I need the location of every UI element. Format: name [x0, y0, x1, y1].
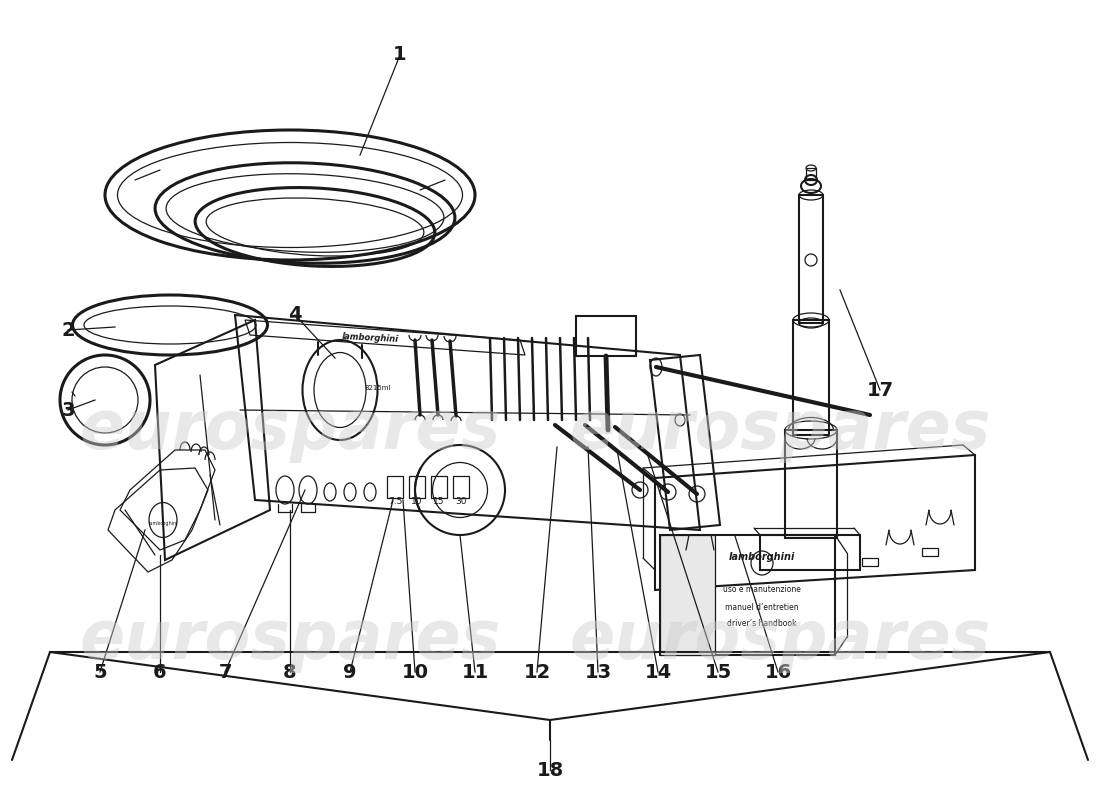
Bar — [387, 476, 403, 498]
Text: 18: 18 — [537, 761, 563, 779]
Text: manuel d’entretien: manuel d’entretien — [725, 602, 799, 611]
Text: lamborghini: lamborghini — [341, 332, 398, 344]
Text: lamborghini: lamborghini — [148, 521, 178, 526]
Text: 10: 10 — [411, 498, 422, 506]
Text: uso e manutenzione: uso e manutenzione — [723, 586, 801, 594]
Text: 8215ml: 8215ml — [365, 385, 392, 391]
Text: eurospares: eurospares — [570, 397, 991, 463]
Polygon shape — [660, 535, 715, 655]
Text: 4: 4 — [288, 306, 301, 325]
Bar — [799, 195, 823, 323]
Text: 11: 11 — [461, 662, 488, 682]
Bar — [576, 316, 636, 356]
Text: 10: 10 — [402, 662, 429, 682]
Text: 6: 6 — [153, 662, 167, 682]
Text: 9: 9 — [343, 662, 356, 682]
Bar — [760, 535, 860, 570]
Text: 5: 5 — [94, 662, 107, 682]
Bar — [453, 476, 469, 498]
Text: 13: 13 — [584, 662, 612, 682]
Text: driver’s handbook: driver’s handbook — [727, 619, 796, 629]
Text: 15: 15 — [704, 662, 732, 682]
Text: 14: 14 — [645, 662, 672, 682]
Text: eurospares: eurospares — [570, 607, 991, 673]
Text: 1: 1 — [393, 46, 407, 65]
Text: eurospares: eurospares — [79, 397, 500, 463]
Bar — [806, 168, 816, 180]
Text: 8: 8 — [283, 662, 297, 682]
Bar — [409, 476, 425, 498]
Bar — [697, 568, 713, 576]
Bar — [862, 558, 878, 566]
Text: 16: 16 — [764, 662, 792, 682]
Text: 2: 2 — [62, 321, 75, 339]
Text: 17: 17 — [867, 381, 893, 399]
Bar — [431, 476, 447, 498]
Text: 3: 3 — [62, 401, 75, 419]
Text: lamborghini: lamborghini — [729, 552, 795, 562]
Text: eurospares: eurospares — [79, 607, 500, 673]
Text: 12: 12 — [524, 662, 551, 682]
Text: 7.5: 7.5 — [388, 498, 403, 506]
Bar — [922, 548, 938, 556]
Text: 7: 7 — [218, 662, 232, 682]
Bar — [660, 535, 835, 655]
Text: 15: 15 — [433, 498, 444, 506]
Bar — [793, 320, 829, 435]
Text: 30: 30 — [455, 498, 466, 506]
Bar — [785, 430, 837, 538]
